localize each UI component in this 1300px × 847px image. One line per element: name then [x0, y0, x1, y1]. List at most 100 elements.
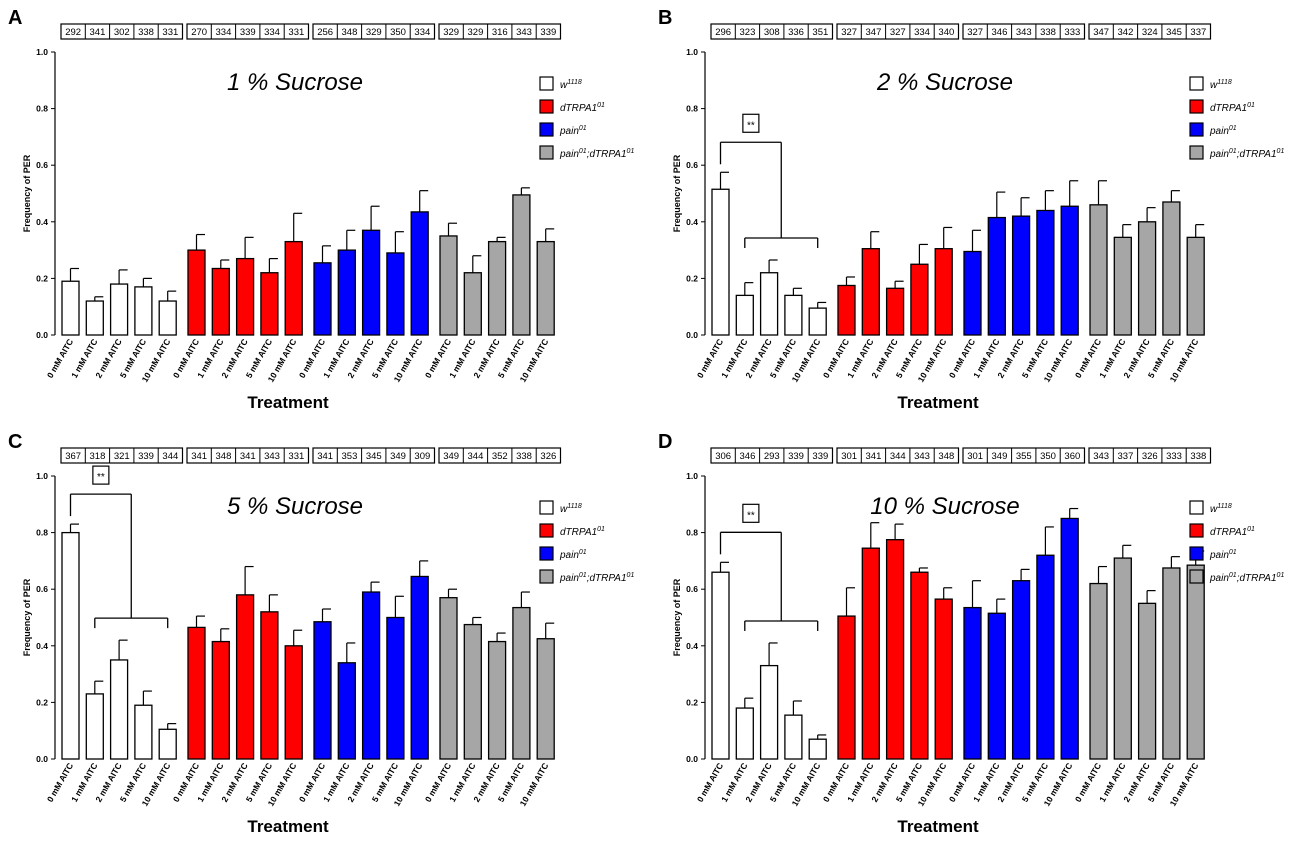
legend-superscript: 01	[627, 572, 635, 579]
bar	[1089, 204, 1108, 336]
legend-superscript: 1118	[567, 79, 582, 86]
sample-size: 327	[967, 27, 983, 38]
sample-size: 338	[516, 451, 532, 462]
y-tick-label: 0.0	[686, 754, 698, 764]
bar	[260, 611, 279, 760]
bar	[187, 626, 206, 760]
sample-size: 326	[1142, 451, 1158, 462]
sample-size: 346	[740, 451, 756, 462]
sample-size: 292	[65, 27, 81, 38]
sample-size: 338	[138, 27, 154, 38]
sample-size: 334	[914, 27, 930, 38]
bar	[735, 707, 754, 760]
sample-size: 345	[366, 451, 382, 462]
sample-size: 339	[240, 27, 256, 38]
bar	[439, 235, 458, 336]
y-tick-label: 0.4	[686, 217, 698, 227]
legend-text: dTRPA1	[560, 527, 597, 538]
significance-box	[742, 503, 760, 523]
sample-size: 256	[317, 27, 333, 38]
sample-size: 301	[967, 451, 983, 462]
sample-size: 343	[1093, 451, 1109, 462]
sample-size: 341	[317, 451, 333, 462]
legend-superscript: 01	[579, 148, 587, 155]
bar-chart: A 0.0 0.2 0.4 0.6 0.8 1.0 Frequency of PER 1 % S…	[8, 7, 634, 412]
sample-size: 349	[992, 451, 1008, 462]
bar	[1060, 517, 1079, 760]
bar	[861, 248, 880, 336]
n-box-frame	[710, 23, 834, 40]
x-axis-label: Treatment	[897, 393, 979, 412]
legend-superscript: 1118	[1217, 79, 1232, 86]
bar	[187, 249, 206, 336]
bar	[260, 272, 279, 336]
bar	[235, 594, 255, 760]
sample-size: 334	[264, 27, 280, 38]
legend-swatch	[1189, 122, 1204, 137]
legend-text: ;dTRPA1	[587, 573, 627, 584]
y-axis-label: Frequency of PER	[672, 578, 682, 656]
n-box-frame	[186, 23, 310, 40]
sample-size: 341	[191, 451, 207, 462]
legend-superscript: 1118	[1217, 503, 1232, 510]
y-tick-label: 0.4	[686, 641, 698, 651]
bar	[861, 547, 880, 760]
legend-text: pain	[1209, 126, 1229, 137]
bar	[109, 659, 129, 760]
sample-size: 343	[516, 27, 532, 38]
n-box-frame	[962, 23, 1086, 40]
bar	[885, 287, 905, 336]
bar	[837, 284, 856, 336]
sample-size: 324	[1142, 27, 1158, 38]
sample-size: 334	[216, 27, 232, 38]
sample-size: 350	[1040, 451, 1056, 462]
sample-size: 318	[90, 451, 106, 462]
bar	[759, 664, 779, 760]
x-axis-label: Treatment	[897, 817, 979, 836]
bar	[711, 188, 730, 336]
y-tick-label: 1.0	[36, 47, 48, 57]
y-tick-label: 0.0	[36, 330, 48, 340]
sample-size: 306	[715, 451, 731, 462]
sample-size: 343	[264, 451, 280, 462]
bar	[361, 229, 381, 336]
bar	[910, 263, 929, 336]
bar	[934, 598, 953, 760]
panel-letter: C	[8, 431, 22, 453]
legend-superscript: 01	[597, 526, 605, 533]
legend-text: w	[1210, 80, 1218, 91]
y-tick-label: 1.0	[36, 471, 48, 481]
sample-size: 323	[740, 27, 756, 38]
sample-size: 339	[138, 451, 154, 462]
bar	[134, 704, 153, 760]
sample-size: 293	[764, 451, 780, 462]
bar	[784, 294, 803, 336]
significance-bracket: **	[719, 503, 819, 631]
y-tick-label: 1.0	[686, 47, 698, 57]
legend-swatch	[1189, 145, 1204, 160]
y-tick-label: 0.6	[686, 584, 698, 594]
bar-chart: D 0.0 0.2 0.4 0.6 0.8 1.0 Frequency of PER 10 % …	[658, 431, 1284, 836]
legend-superscript: 01	[579, 549, 587, 556]
bar	[1186, 236, 1205, 336]
bar	[487, 240, 507, 336]
legend-swatch	[539, 76, 554, 91]
legend-swatch	[539, 99, 554, 114]
sample-size: 360	[1064, 451, 1080, 462]
legend-text: pain	[1209, 550, 1229, 561]
bar	[808, 738, 827, 760]
chart-title: 1 % Sucrose	[227, 69, 363, 96]
bar	[1186, 564, 1205, 760]
sample-size: 352	[492, 451, 508, 462]
sample-size: 331	[162, 27, 178, 38]
sample-size: 336	[788, 27, 804, 38]
bar	[61, 531, 80, 760]
bar-chart: C 0.0 0.2 0.4 0.6 0.8 1.0 Frequency of PER 5 % S…	[8, 431, 635, 836]
n-box-frame	[312, 23, 436, 40]
legend-label: pain01;dTRPA101	[1209, 572, 1284, 584]
legend-superscript: 01	[1277, 148, 1285, 155]
y-tick-label: 0.6	[686, 160, 698, 170]
sample-size: 316	[492, 27, 508, 38]
n-box-frame	[60, 447, 184, 464]
